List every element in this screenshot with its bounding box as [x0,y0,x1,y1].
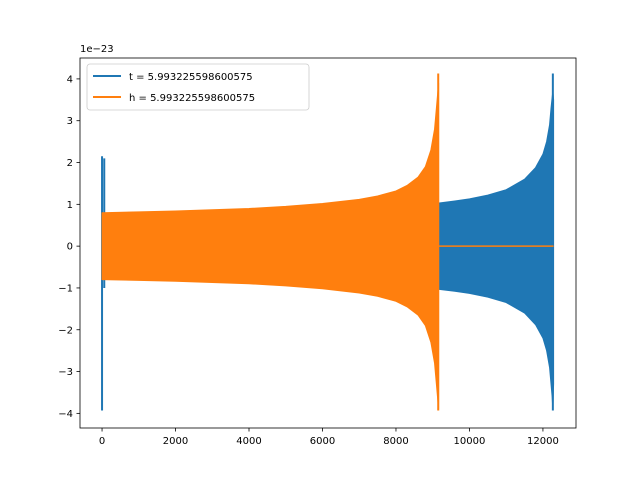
x-tick-label: 0 [99,436,105,447]
y-tick-label: −2 [58,325,73,336]
y-tick-label: −4 [58,409,73,420]
legend: t = 5.993225598600575 h = 5.9932255986005… [86,63,310,111]
legend-box [86,63,310,111]
axes-frame [79,57,577,429]
x-tick-label: 12000 [527,436,559,447]
x-tick-label: 4000 [236,436,261,447]
x-tick-label: 2000 [163,436,188,447]
plot-area [101,73,555,411]
x-tick-label: 10000 [454,436,486,447]
x-tick-label: 6000 [310,436,335,447]
y-tick-label: 2 [67,158,73,169]
y-tick-label: 1 [67,200,73,211]
y-tick-label: 4 [67,74,73,85]
y-tick-label: 3 [67,116,73,127]
legend-entry-1: h = 5.993225598600575 [129,93,255,104]
y-tick-label: −1 [58,283,73,294]
y-tick-label: −3 [58,367,73,378]
axis-ticks: 0 2000 4000 6000 8000 10000 12000 −4 −3 −2 −1 0 1 2 3 4 [58,74,559,447]
x-tick-label: 8000 [383,436,408,447]
y-tick-label: 0 [67,242,73,253]
y-offset-text: 1e−23 [80,44,114,55]
series-1 [101,73,554,411]
legend-entry-0: t = 5.993225598600575 [129,72,253,83]
